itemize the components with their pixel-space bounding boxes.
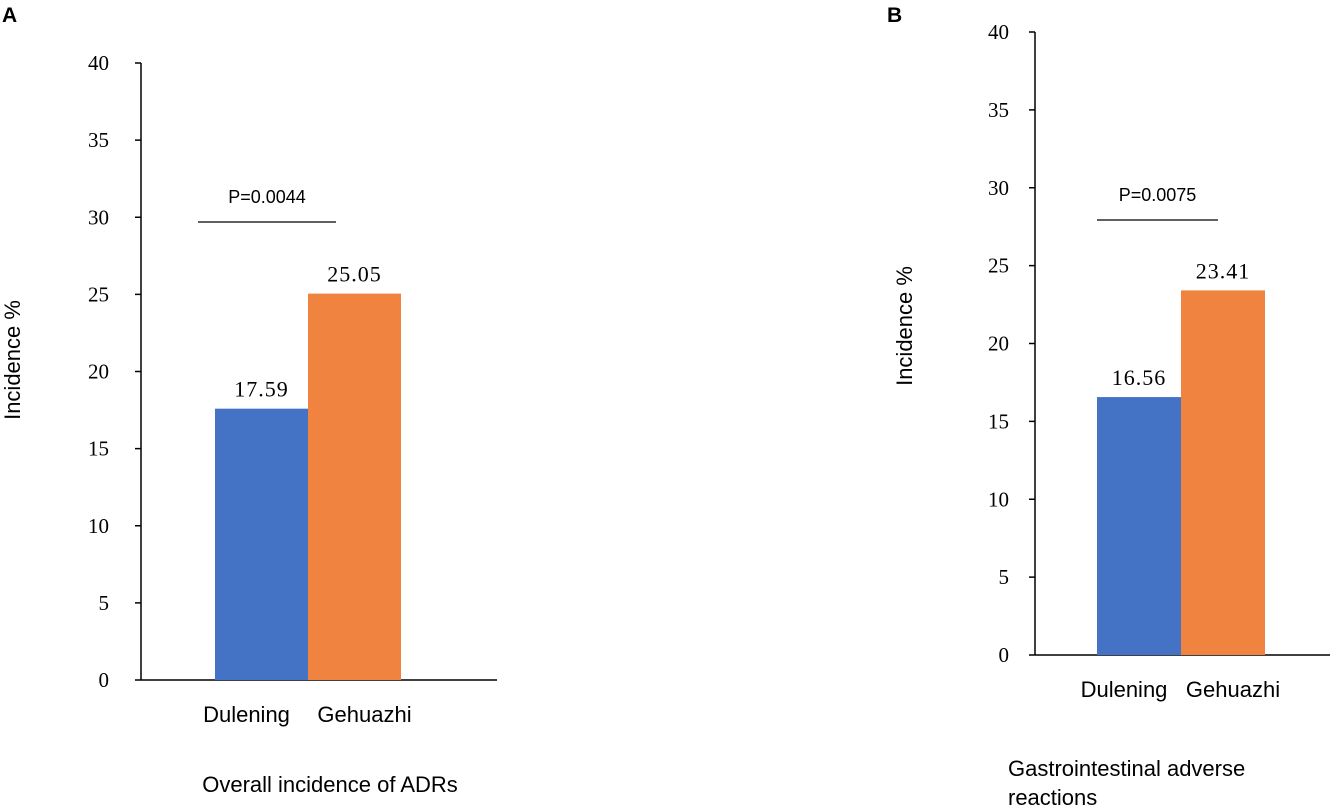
x-axis-title-line: reactions [1008, 785, 1097, 809]
category-label: Gehuazhi [1186, 677, 1280, 702]
y-tick-label: 20 [88, 360, 109, 384]
y-tick-label: 15 [88, 437, 109, 461]
x-axis-title: Overall incidence of ADRs [202, 772, 458, 797]
category-label: Gehuazhi [317, 702, 411, 727]
y-tick-label: 0 [999, 643, 1010, 667]
bar-dulening [215, 408, 308, 680]
y-tick-label: 25 [988, 254, 1009, 278]
x-axis-title-line: Gastrointestinal adverse [1008, 756, 1245, 781]
y-axis-label: Incidence % [892, 266, 917, 386]
panel-letter: A [2, 4, 17, 27]
y-tick-label: 5 [99, 591, 110, 615]
bar-gehuazhi [1181, 290, 1265, 655]
category-label: Dulening [203, 702, 290, 727]
data-label: 17.59 [234, 377, 289, 402]
data-label: 25.05 [327, 262, 382, 287]
y-tick-label: 5 [999, 565, 1010, 589]
bar-dulening [1097, 397, 1181, 655]
y-tick-label: 35 [988, 98, 1009, 122]
data-label: 23.41 [1196, 258, 1251, 283]
bar-gehuazhi [308, 293, 401, 680]
y-tick-label: 35 [88, 128, 109, 152]
y-tick-label: 15 [988, 409, 1009, 433]
y-tick-label: 40 [88, 51, 109, 75]
y-tick-label: 25 [88, 282, 109, 306]
y-tick-label: 40 [988, 20, 1009, 44]
y-tick-label: 20 [988, 332, 1009, 356]
category-label: Dulening [1081, 677, 1168, 702]
y-tick-label: 30 [988, 176, 1009, 200]
y-axis-label: Incidence % [0, 300, 25, 420]
y-tick-label: 0 [99, 668, 110, 692]
p-value-label: P=0.0075 [1119, 185, 1197, 205]
p-value-label: P=0.0044 [228, 187, 306, 207]
y-tick-label: 10 [88, 514, 109, 538]
panel-letter: B [887, 4, 902, 27]
y-tick-label: 10 [988, 487, 1009, 511]
y-tick-label: 30 [88, 205, 109, 229]
data-label: 16.56 [1112, 365, 1167, 390]
